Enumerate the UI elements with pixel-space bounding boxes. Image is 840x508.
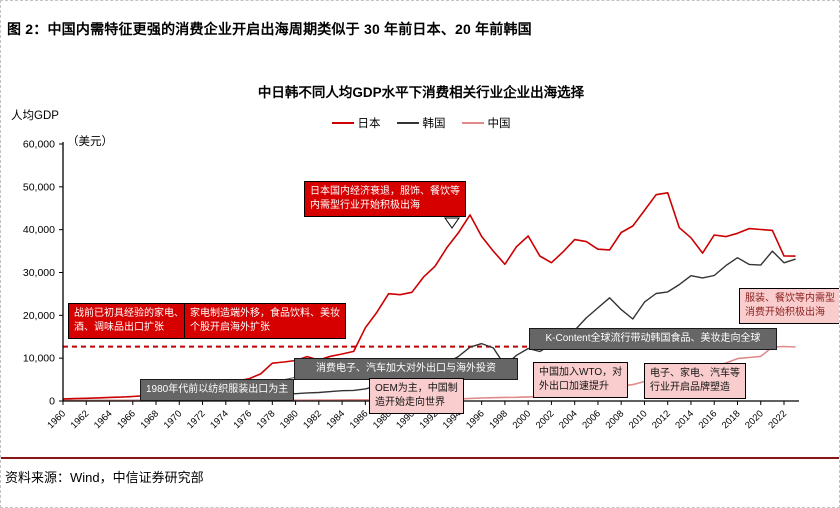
legend-item-china: 中国 xyxy=(461,115,511,131)
annotation-china-wto: 中国加入WTO，对 外出口加速提升 xyxy=(533,362,629,398)
y-tick-label-30,000: 30,000 xyxy=(23,267,55,279)
annotation-korea-kcontent: K-Content全球流行带动韩国食品、美妆走向全球 xyxy=(529,328,777,350)
y-axis-label: 人均GDP xyxy=(11,110,59,122)
legend-label-korea: 韩国 xyxy=(422,118,446,130)
source-note: 资料来源：Wind，中信证券研究部 xyxy=(5,470,204,485)
annotation-japan-prewar: 战前已初具经验的家电、 酒、调味品出口扩张 xyxy=(68,303,190,339)
annotation-korea-electronics: 消费电子、汽车加大对外出口与海外投资 xyxy=(294,358,518,380)
annotation-japan-offshoring: 家电制造端外移，食品饮料、美妆 个股开启海外扩张 xyxy=(184,303,346,339)
annotation-china-brand: 电子、家电、汽车等 行业开启品牌塑造 xyxy=(644,363,746,399)
annotation-korea-textile: 1980年代前以纺织服装出口为主 xyxy=(140,379,295,401)
legend-label-japan: 日本 xyxy=(357,118,381,130)
legend-swatch-korea xyxy=(396,122,419,124)
chart-title: 中日韩不同人均GDP水平下消费相关行业企业出海选择 xyxy=(257,85,585,100)
y-axis-unit: （美元） xyxy=(67,136,113,148)
annotation-china-oem: OEM为主，中国制 造开始走向世界 xyxy=(369,378,464,414)
legend-swatch-china xyxy=(461,122,484,124)
legend-item-japan: 日本 xyxy=(331,115,381,131)
legend-swatch-japan xyxy=(331,122,354,124)
figure-caption: 图 2：中国内需特征更强的消费企业开启出海周期类似于 30 年前日本、20 年前… xyxy=(7,21,532,37)
annotation-caret-japan-recession xyxy=(444,217,460,229)
y-tick-label-60,000: 60,000 xyxy=(23,139,55,151)
y-tick-label-40,000: 40,000 xyxy=(23,224,55,236)
chart-legend: 日本 韩国 中国 xyxy=(1,115,839,131)
footer-rule xyxy=(1,457,839,459)
legend-label-china: 中国 xyxy=(487,118,511,130)
y-tick-label-10,000: 10,000 xyxy=(23,353,55,365)
y-tick-label-20,000: 20,000 xyxy=(23,310,55,322)
annotation-japan-recession: 日本国内经济衰退，服饰、餐饮等 内需型行业开始积极出海 xyxy=(304,181,466,217)
y-tick-label-0: 0 xyxy=(49,396,55,408)
y-tick-label-50,000: 50,000 xyxy=(23,181,55,193)
annotation-china-overseas: 服装、餐饮等内需型 消费开始积极出海 xyxy=(739,288,839,324)
legend-item-korea: 韩国 xyxy=(396,115,446,131)
